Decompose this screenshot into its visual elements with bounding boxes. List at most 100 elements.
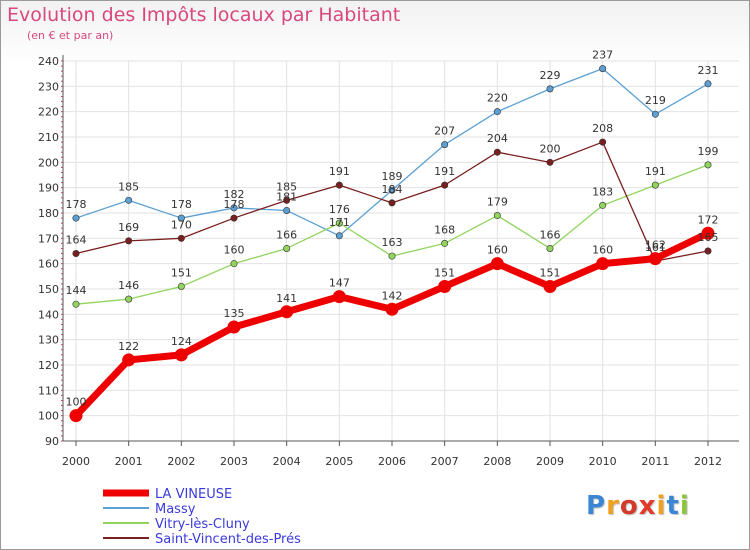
y-tick-label: 220 bbox=[38, 106, 59, 119]
x-tick-label: 2010 bbox=[589, 455, 617, 468]
axis-layer: 90 100 110 120 130 140 150 160 170 180 190 200 210 22… bbox=[38, 55, 739, 468]
data-point bbox=[177, 234, 185, 242]
data-label: 160 bbox=[592, 244, 613, 257]
data-point bbox=[177, 282, 185, 290]
data-label: 172 bbox=[698, 213, 719, 226]
chart-subtitle: (en € et par an) bbox=[27, 29, 114, 42]
logo-letter: o bbox=[619, 491, 639, 521]
legend-entry: Saint-Vincent-des-Prés bbox=[103, 532, 301, 547]
data-label: 160 bbox=[487, 244, 508, 257]
data-point bbox=[441, 141, 449, 149]
data-point bbox=[122, 353, 136, 367]
series-la-vineuse bbox=[69, 226, 715, 423]
data-label: 164 bbox=[66, 234, 87, 247]
data-label: 237 bbox=[592, 49, 613, 62]
data-label: 147 bbox=[329, 277, 350, 290]
data-label: 161 bbox=[645, 241, 666, 254]
data-point bbox=[230, 260, 238, 268]
data-point bbox=[230, 204, 238, 212]
y-tick-label: 110 bbox=[38, 384, 59, 397]
data-point bbox=[283, 196, 291, 204]
grid-layer bbox=[63, 60, 739, 442]
data-label: 208 bbox=[592, 122, 613, 135]
data-point bbox=[280, 305, 294, 319]
data-point bbox=[125, 237, 133, 245]
x-tick-label: 2011 bbox=[641, 455, 669, 468]
legend-entry: Massy bbox=[103, 502, 196, 517]
x-tick-label: 2005 bbox=[325, 455, 353, 468]
y-tick-label: 140 bbox=[38, 308, 59, 321]
y-tick-label: 230 bbox=[38, 80, 59, 93]
data-label: 179 bbox=[487, 196, 508, 209]
data-label: 181 bbox=[276, 190, 297, 203]
data-label: 122 bbox=[118, 340, 139, 353]
data-label: 199 bbox=[698, 145, 719, 158]
data-point bbox=[438, 279, 452, 293]
y-tick-label: 100 bbox=[38, 410, 59, 423]
data-point bbox=[546, 158, 554, 166]
x-tick-label: 2002 bbox=[167, 455, 195, 468]
data-label: 151 bbox=[171, 266, 192, 279]
data-label: 160 bbox=[224, 244, 245, 257]
data-label: 178 bbox=[224, 198, 245, 211]
data-label: 168 bbox=[434, 223, 455, 236]
x-tick-label: 2004 bbox=[273, 455, 301, 468]
data-label: 135 bbox=[224, 307, 245, 320]
data-label: 231 bbox=[698, 64, 719, 77]
y-tick-label: 130 bbox=[38, 334, 59, 347]
data-point bbox=[335, 232, 343, 240]
data-point bbox=[546, 85, 554, 93]
data-point bbox=[69, 409, 83, 423]
data-label: 229 bbox=[540, 69, 561, 82]
logo-letter: t bbox=[666, 491, 680, 521]
data-point bbox=[227, 320, 241, 334]
data-point bbox=[648, 252, 662, 266]
data-point bbox=[651, 110, 659, 118]
y-tick-label: 240 bbox=[38, 55, 59, 68]
data-point bbox=[490, 257, 504, 271]
data-point bbox=[596, 257, 610, 271]
logo-letter: i bbox=[679, 491, 690, 521]
data-point bbox=[546, 244, 554, 252]
data-point bbox=[125, 295, 133, 303]
data-label: 200 bbox=[540, 142, 561, 155]
data-label: 178 bbox=[66, 198, 87, 211]
data-point bbox=[704, 247, 712, 255]
y-tick-label: 180 bbox=[38, 207, 59, 220]
data-label: 182 bbox=[224, 188, 245, 201]
legend-entry: LA VINEUSE bbox=[103, 487, 232, 502]
series-saint-vincent-des-pr-s bbox=[72, 138, 712, 265]
proxiti-logo: Proxiti bbox=[586, 491, 690, 521]
legend-label: Vitry-lès-Cluny bbox=[155, 517, 250, 532]
data-label: 220 bbox=[487, 92, 508, 105]
data-point bbox=[599, 65, 607, 73]
data-point bbox=[701, 226, 715, 240]
x-tick-label: 2012 bbox=[694, 455, 722, 468]
data-label: 185 bbox=[118, 180, 139, 193]
y-tick-label: 200 bbox=[38, 156, 59, 169]
x-tick-label: 2007 bbox=[431, 455, 459, 468]
data-point bbox=[599, 138, 607, 146]
data-label: 166 bbox=[276, 228, 297, 241]
y-tick-label: 190 bbox=[38, 182, 59, 195]
series-layer bbox=[69, 65, 715, 423]
x-tick-label: 2001 bbox=[115, 455, 143, 468]
data-label: 184 bbox=[382, 183, 403, 196]
data-point bbox=[72, 214, 80, 222]
y-tick-label: 150 bbox=[38, 283, 59, 296]
data-point bbox=[283, 206, 291, 214]
data-label: 141 bbox=[276, 292, 297, 305]
data-label: 144 bbox=[66, 284, 87, 297]
data-label: 142 bbox=[382, 289, 403, 302]
data-label: 204 bbox=[487, 132, 508, 145]
data-point bbox=[335, 181, 343, 189]
data-point bbox=[230, 214, 238, 222]
data-point bbox=[493, 212, 501, 220]
x-tick-label: 2006 bbox=[378, 455, 406, 468]
logo-letter: P bbox=[586, 491, 607, 521]
data-label: 207 bbox=[434, 125, 455, 138]
x-tick-label: 2008 bbox=[483, 455, 511, 468]
data-label: 100 bbox=[66, 396, 87, 409]
